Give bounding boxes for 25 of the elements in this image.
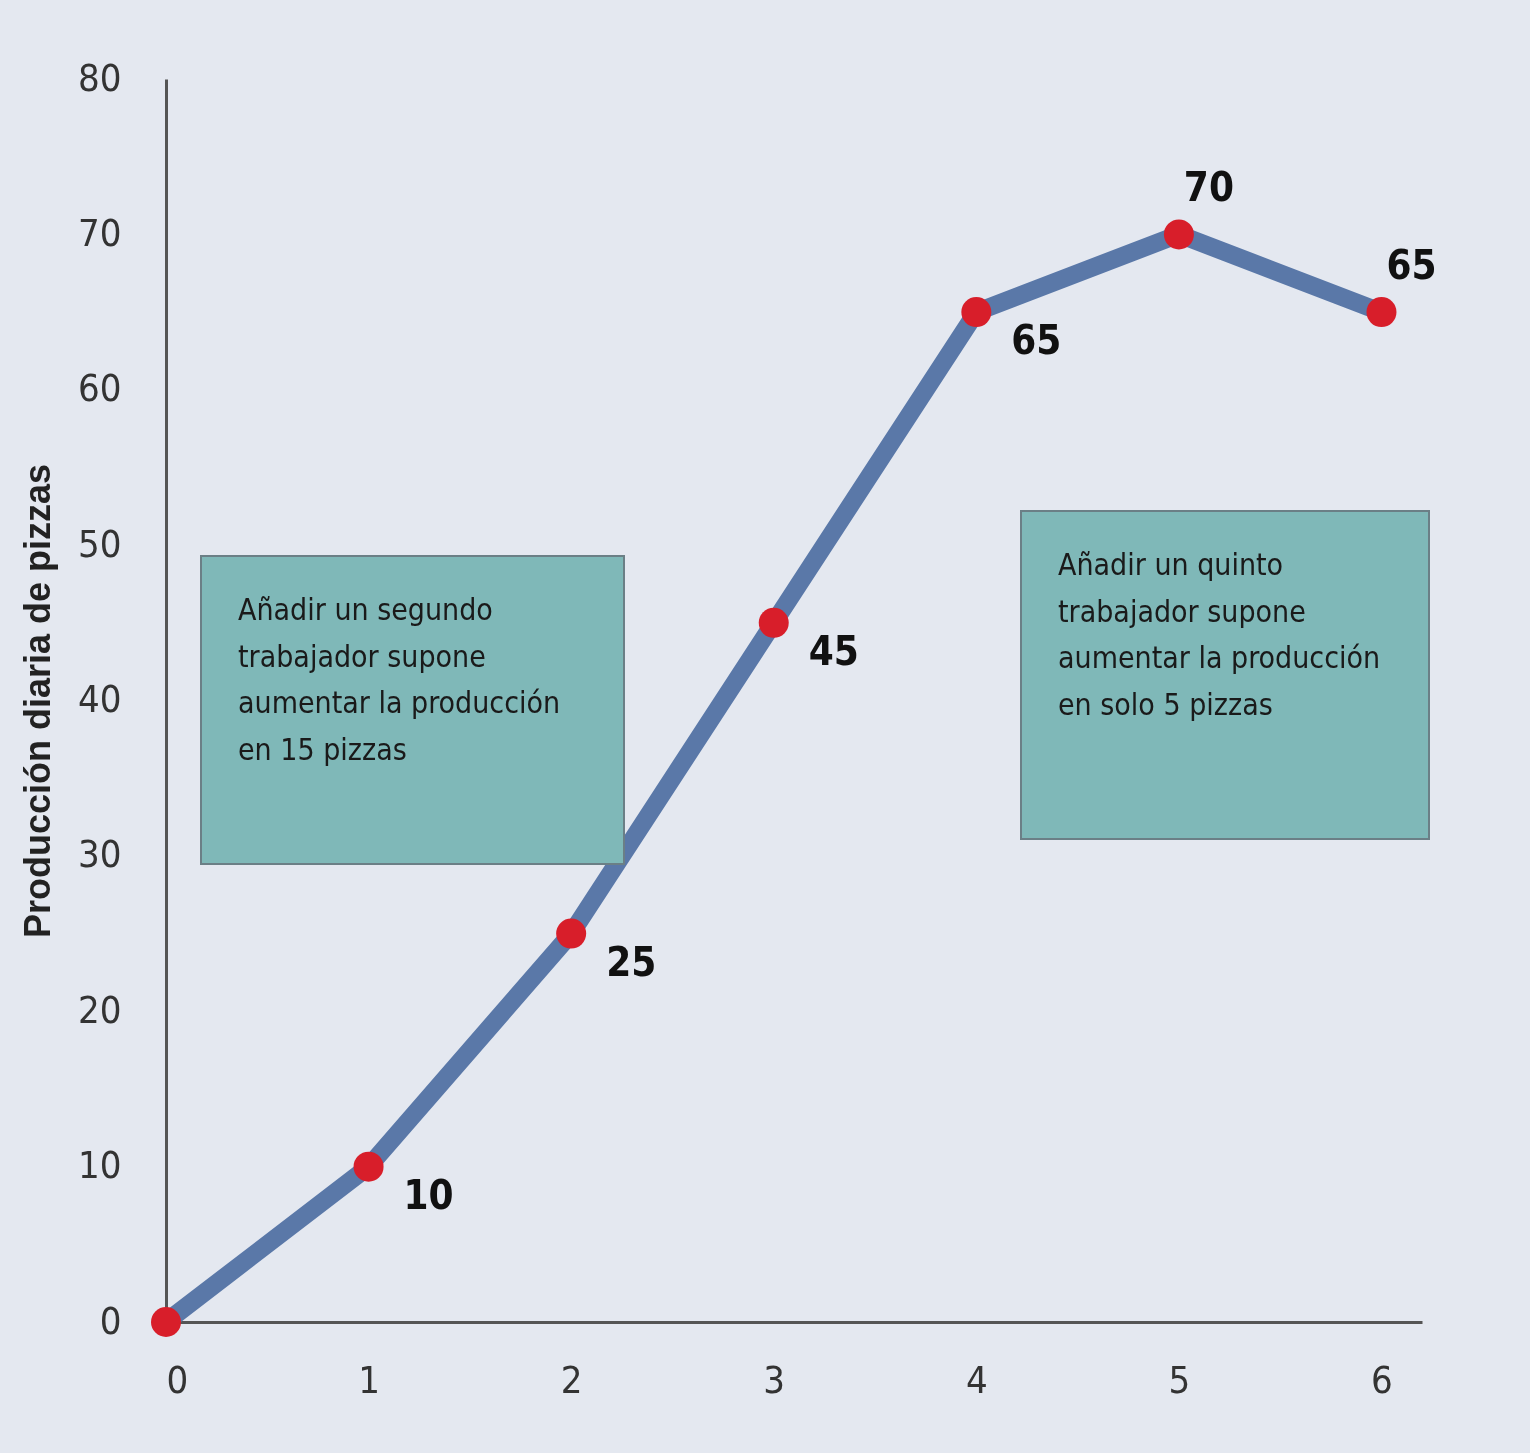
x-tick-label: 5	[1168, 1357, 1191, 1402]
text-box: Añadir un segundo trabajador supone aumentar la producción en 15 pizzas	[200, 555, 625, 865]
x-tick-label: 2	[560, 1357, 583, 1402]
data-label: 10	[403, 1171, 454, 1218]
text-box: Añadir un quinto trabajador supone aumentar la producción en solo 5 pizzas	[1020, 510, 1430, 840]
data-label: 25	[606, 938, 657, 985]
y-tick-label: 10	[78, 1143, 122, 1188]
x-tick-label: 0	[166, 1357, 189, 1402]
y-axis-title: Producción diaria de pizzas	[17, 463, 59, 939]
x-tick-label: 6	[1371, 1357, 1393, 1402]
x-tick-label: 1	[358, 1357, 380, 1402]
y-tick-label: 60	[78, 366, 122, 411]
data-label: 65	[1386, 242, 1437, 289]
x-tick-label: 3	[763, 1357, 786, 1402]
y-tick-label: 50	[78, 521, 122, 566]
y-tick-label: 70	[78, 210, 122, 255]
data-label: 65	[1011, 317, 1062, 364]
y-tick-label: 20	[78, 987, 122, 1032]
y-tick-label: 80	[78, 55, 122, 100]
data-label: 70	[1183, 164, 1234, 211]
x-tick-label: 4	[965, 1357, 988, 1402]
y-tick-label: 0	[99, 1298, 122, 1343]
data-label: 45	[808, 627, 859, 674]
y-tick-label: 40	[78, 677, 122, 721]
y-tick-label: 30	[78, 832, 122, 877]
